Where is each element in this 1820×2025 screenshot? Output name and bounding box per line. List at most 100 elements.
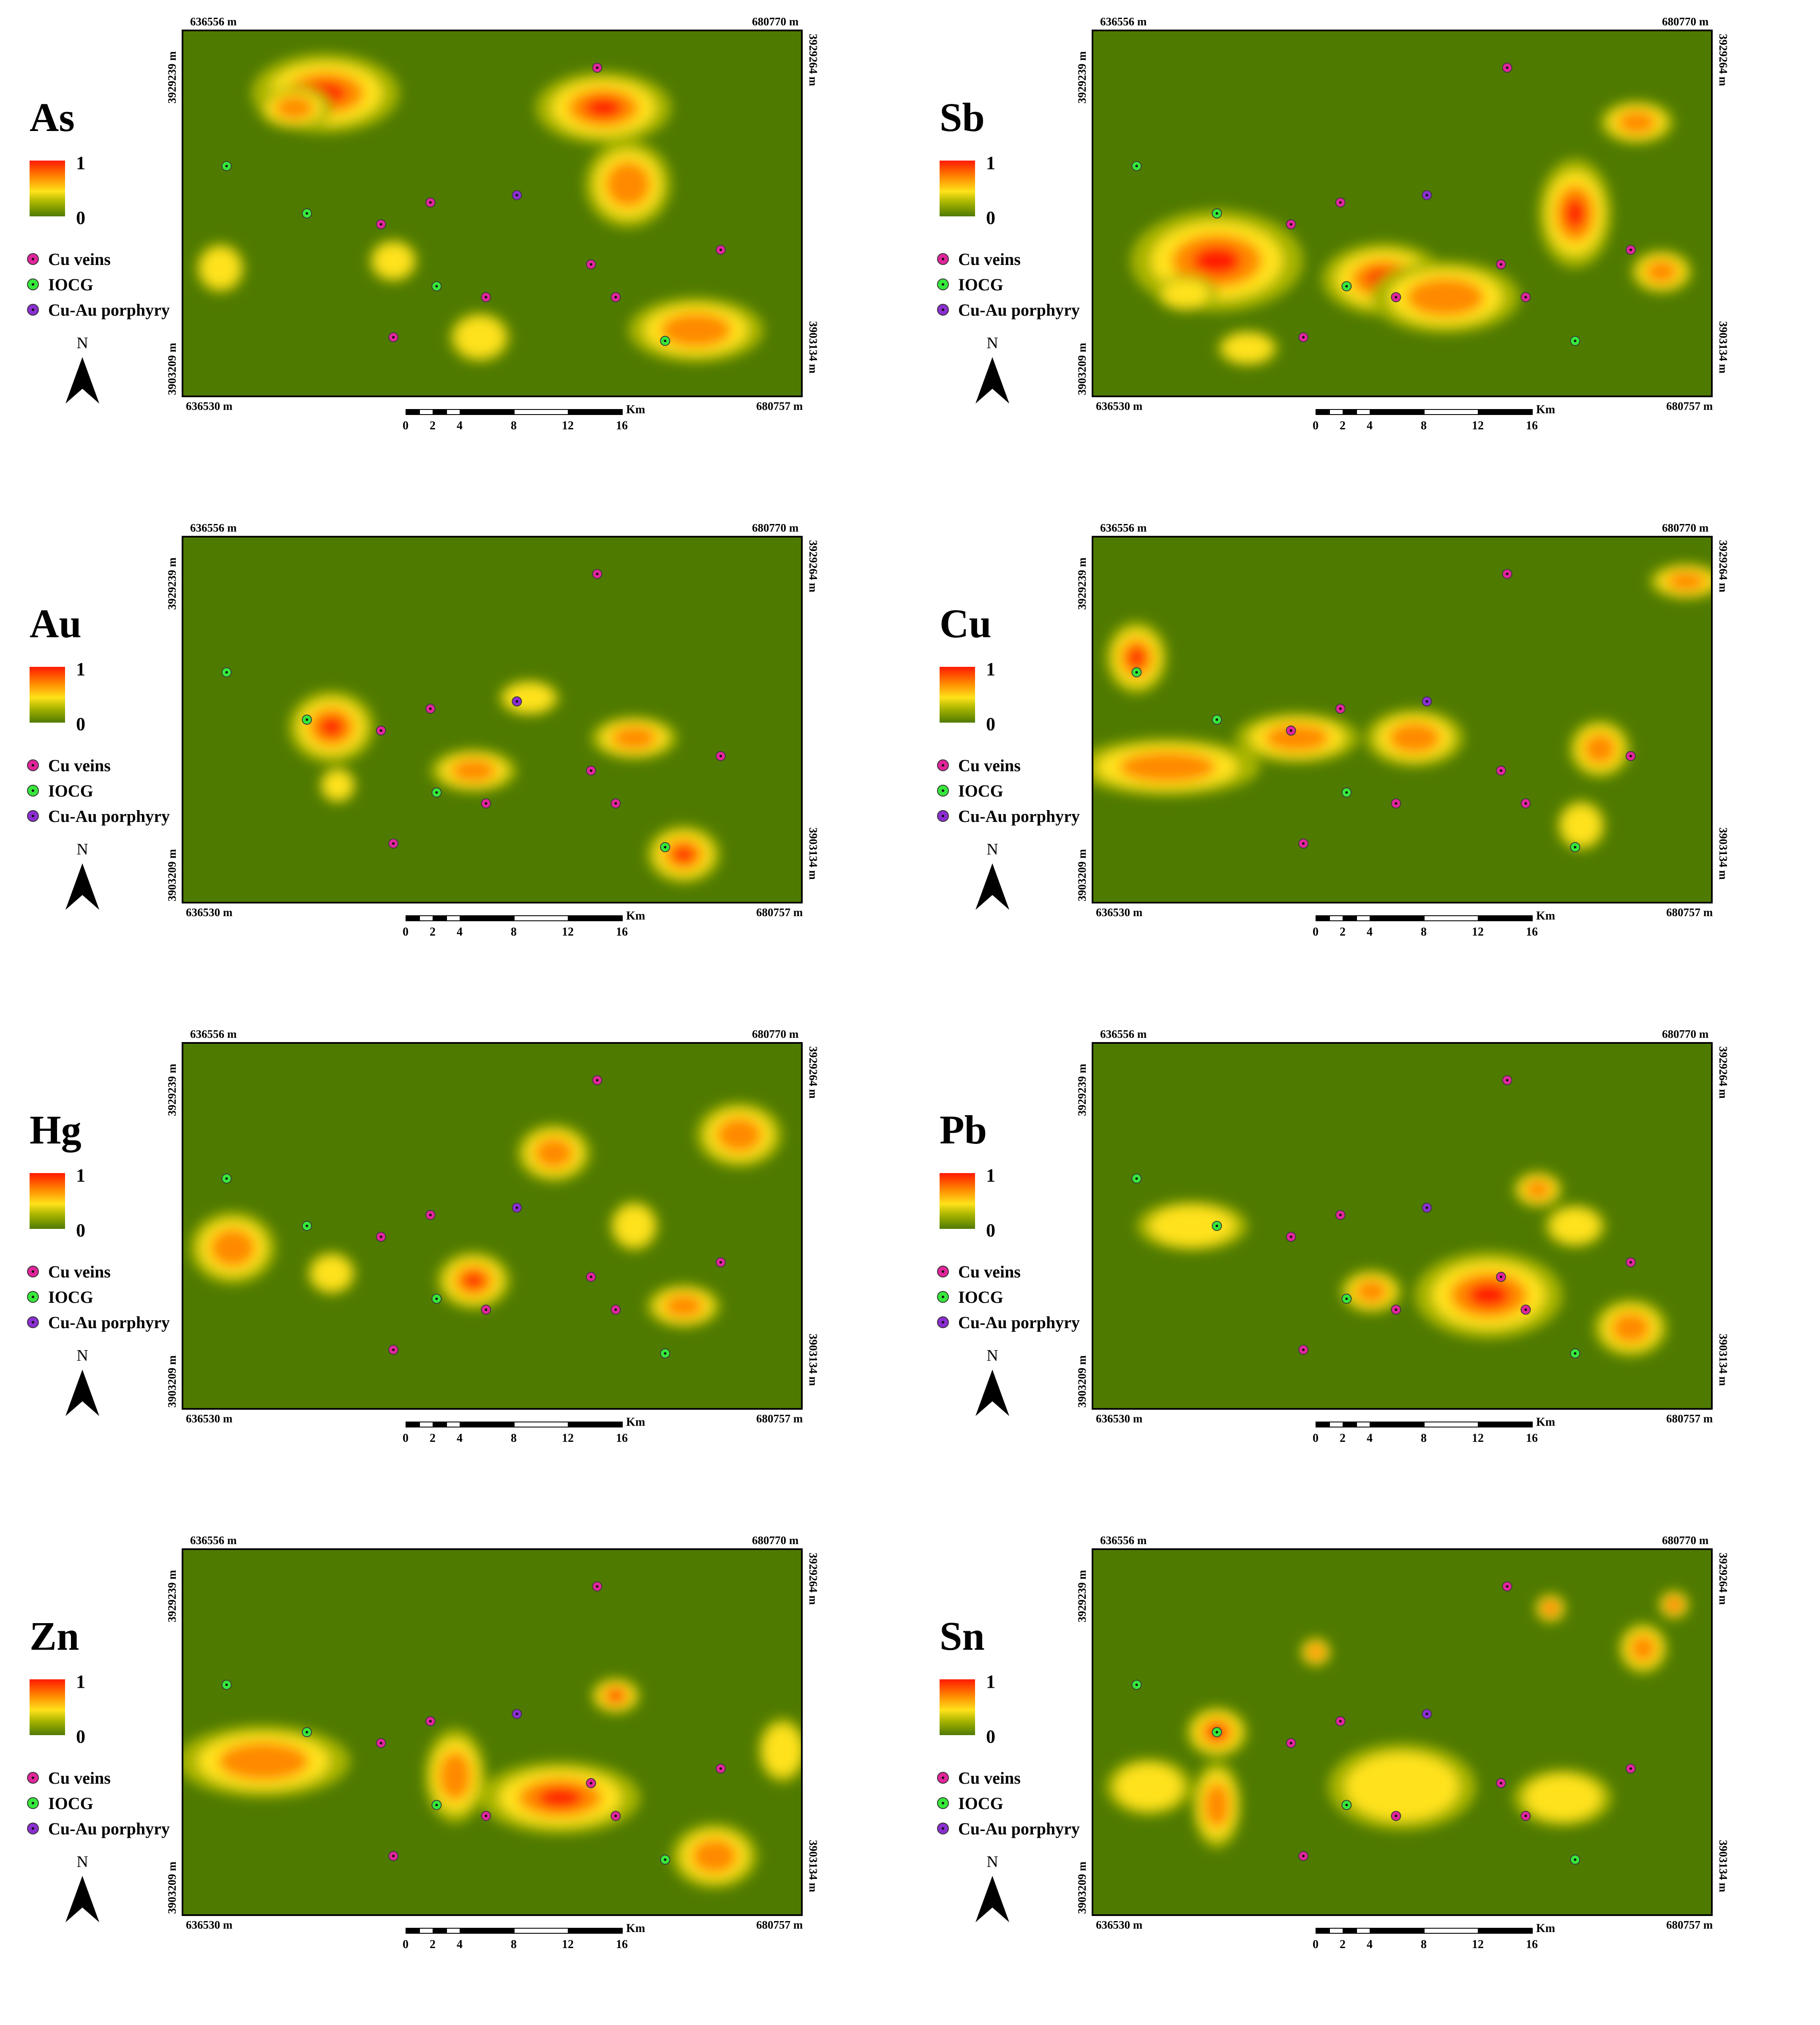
scale-tick-label: 2 — [430, 925, 436, 939]
anomaly-zone — [605, 161, 651, 207]
marker-center — [1629, 755, 1632, 758]
legend-label: Cu-Au porphyry — [958, 1819, 1080, 1838]
ramp-max-label: 1 — [986, 1671, 995, 1692]
marker-center — [1345, 791, 1348, 794]
coord-right-bottom: 3903134 m — [807, 321, 820, 374]
scale-segment — [446, 409, 460, 415]
scale-tick-label: 2 — [430, 1938, 436, 1951]
legend-item: Cu veins — [937, 249, 1021, 269]
element-title: Zn — [30, 1613, 79, 1659]
scale-tick-label: 0 — [1313, 1938, 1319, 1951]
color-ramp — [30, 161, 65, 216]
legend-item: Cu veins — [27, 1768, 111, 1788]
marker-center — [1135, 164, 1138, 167]
legend-item: Cu-Au porphyry — [27, 1313, 170, 1332]
legend-item: IOCG — [937, 1287, 1003, 1307]
anomaly-zone — [537, 1788, 583, 1808]
legend-marker-icon — [27, 1291, 39, 1303]
coord-top-right: 680770 m — [752, 1028, 799, 1040]
map-area — [182, 30, 803, 397]
ramp-max-label: 1 — [76, 153, 85, 173]
coord-bottom-left: 636530 m — [186, 1919, 233, 1931]
legend-item: IOCG — [937, 781, 1003, 800]
scale-segment — [568, 409, 623, 415]
legend-label: Cu veins — [48, 756, 111, 775]
anomaly-zone — [456, 318, 504, 357]
coord-right-bottom: 3903134 m — [1717, 321, 1730, 374]
scale-segment — [568, 1928, 623, 1934]
legend-marker-icon — [27, 1823, 39, 1834]
anomaly-zone — [1265, 724, 1330, 751]
scale-tick-label: 0 — [1313, 1432, 1319, 1445]
legend-marker-icon — [937, 1291, 949, 1303]
scale-tick-label: 16 — [616, 1938, 628, 1951]
anomaly-zone — [1346, 1753, 1459, 1820]
anomaly-map — [1131, 1075, 1668, 1359]
scale-tick-label: 16 — [1526, 419, 1538, 432]
coord-left-bottom: 3903209 m — [166, 343, 178, 395]
marker-center — [1302, 1348, 1305, 1351]
scale-tick-label: 16 — [1526, 1432, 1538, 1445]
ramp-min-label: 0 — [76, 1726, 85, 1747]
scale-unit-label: Km — [626, 909, 646, 922]
scale-tick-label: 16 — [1526, 1938, 1538, 1951]
coord-bottom-left: 636530 m — [1096, 400, 1143, 412]
anomaly-zone — [324, 771, 352, 799]
scale-unit-label: Km — [626, 1922, 646, 1935]
marker-center — [614, 802, 617, 805]
marker-center — [589, 263, 592, 266]
legend-label: Cu-Au porphyry — [48, 1313, 170, 1332]
coord-left-top: 3929239 m — [1076, 51, 1088, 104]
marker-center — [392, 336, 395, 339]
scale-tick-label: 0 — [403, 1432, 409, 1445]
legend-marker-icon — [27, 278, 39, 290]
coord-left-top: 3929239 m — [166, 51, 178, 104]
scale-segment — [514, 1928, 569, 1934]
north-arrow: N — [973, 840, 1011, 912]
scale-segment — [1356, 409, 1370, 415]
anomaly-zone — [763, 1725, 801, 1776]
legend-label: Cu veins — [958, 1768, 1021, 1788]
legend-label: Cu veins — [958, 249, 1021, 269]
marker-center — [596, 573, 599, 576]
marker-center — [1499, 263, 1502, 266]
marker-center — [305, 718, 308, 721]
scale-segment — [1424, 1928, 1479, 1934]
north-arrow-icon — [65, 1370, 99, 1416]
marker-center — [664, 1858, 667, 1861]
element-title: Cu — [940, 601, 992, 646]
ramp-max-label: 1 — [986, 153, 995, 173]
element-title: Sb — [940, 95, 985, 140]
legend-label: Cu veins — [48, 249, 111, 269]
scale-tick-label: 8 — [511, 1938, 517, 1951]
coord-right-bottom: 3903134 m — [807, 1840, 820, 1892]
coord-left-bottom: 3903209 m — [1076, 849, 1088, 901]
scale-segment — [1316, 915, 1330, 921]
anomaly-zone — [1224, 334, 1272, 362]
north-arrow: N — [973, 1346, 1011, 1418]
scale-segment — [406, 409, 420, 415]
legend-label: Cu veins — [958, 1262, 1021, 1281]
coord-bottom-right: 680757 m — [1666, 1919, 1713, 1931]
north-arrow-icon — [65, 1876, 99, 1922]
anomaly-zone — [692, 1839, 737, 1873]
scale-segment — [1478, 1422, 1533, 1427]
marker-center — [225, 164, 228, 167]
anomaly-zone — [1162, 279, 1210, 308]
anomaly-zone — [717, 1118, 762, 1152]
scale-tick-label: 16 — [616, 1432, 628, 1445]
marker-center — [1339, 1214, 1342, 1217]
legend-marker-icon — [937, 759, 949, 771]
map-area — [182, 1042, 803, 1410]
scale-segment — [1424, 915, 1479, 921]
scale-segment — [568, 915, 623, 921]
coord-bottom-right: 680757 m — [756, 906, 803, 919]
coord-right-bottom: 3903134 m — [1717, 1334, 1730, 1386]
coord-bottom-right: 680757 m — [1666, 906, 1713, 919]
marker-center — [305, 1225, 308, 1227]
legend-label: Cu-Au porphyry — [958, 806, 1080, 826]
north-arrow-icon — [975, 863, 1009, 910]
scale-tick-label: 8 — [511, 925, 517, 939]
scale-tick-label: 2 — [1340, 419, 1346, 432]
color-ramp — [30, 1679, 65, 1735]
